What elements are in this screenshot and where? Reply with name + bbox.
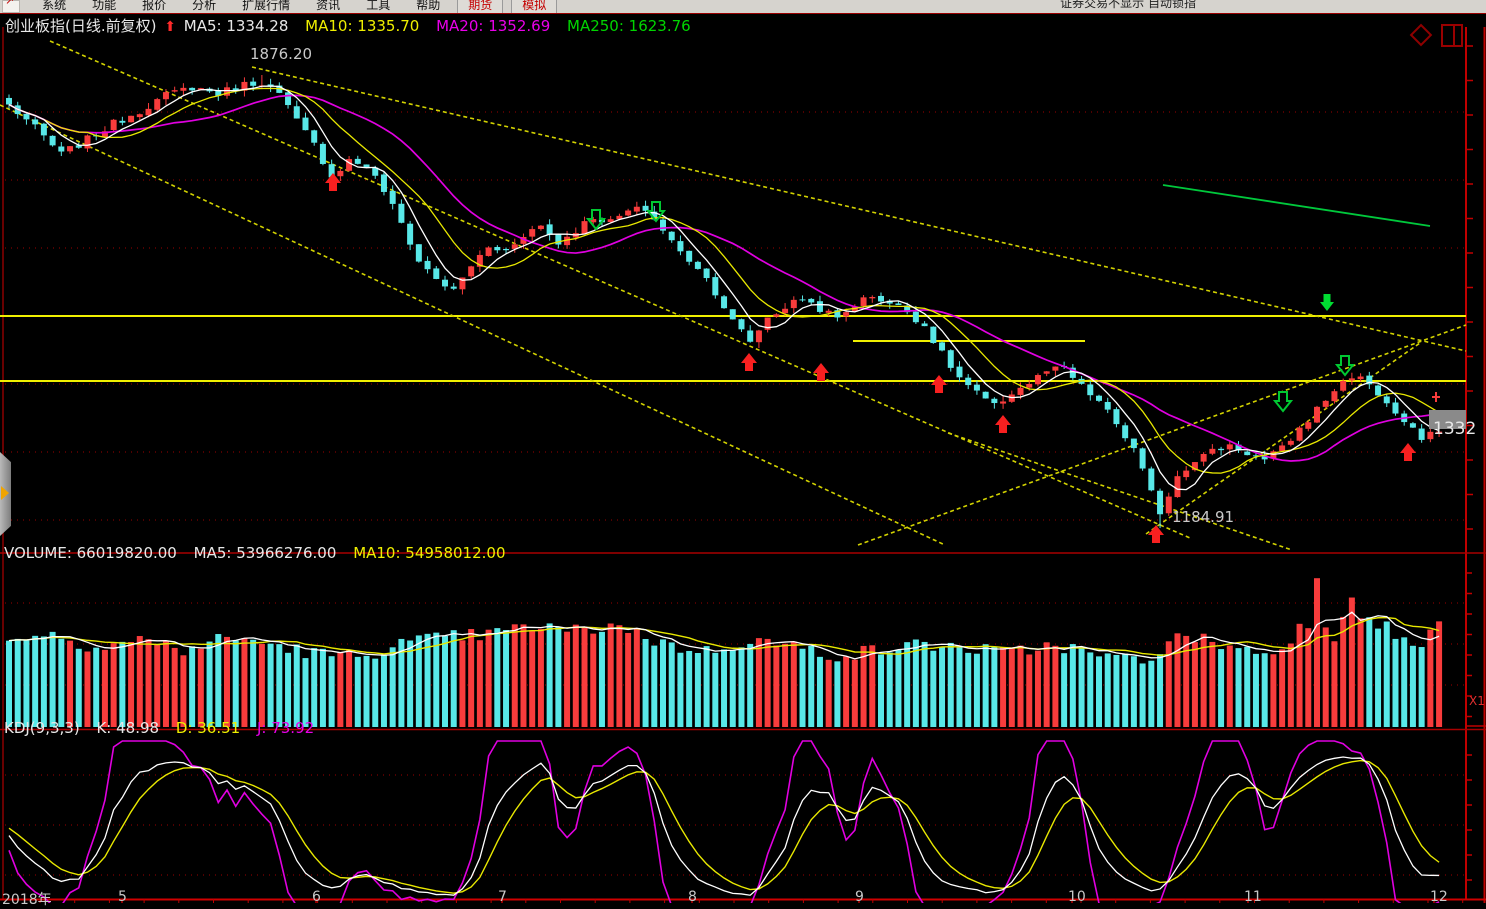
up-arrow-icon: ⬆ xyxy=(164,19,176,35)
down-arrow-solid-icon xyxy=(1320,294,1334,311)
low-price-label: 1184.91 xyxy=(1172,508,1235,526)
x-axis-month-label: 6 xyxy=(312,889,321,905)
menu-item-hot[interactable]: 期货 xyxy=(457,0,504,13)
buy-up-arrow-icon xyxy=(813,363,829,381)
kdj-j-label: J: 73.92 xyxy=(256,719,315,737)
buy-up-arrow-icon xyxy=(741,353,757,371)
buy-up-arrow-icon xyxy=(931,375,947,393)
menu-item[interactable]: 功能 xyxy=(92,0,117,12)
kdj-d-label: D: 36.51 xyxy=(175,719,241,737)
ma250-label: MA250: 1623.76 xyxy=(567,17,691,35)
x-axis-month-label: 10 xyxy=(1068,889,1086,905)
menu-item[interactable]: 资讯 xyxy=(316,0,341,12)
x-axis-month-label: 7 xyxy=(498,889,507,905)
menu-item[interactable]: 工具 xyxy=(366,0,391,12)
buy-up-arrow-icon xyxy=(1400,443,1416,461)
x-axis-month-label: 11 xyxy=(1244,889,1262,905)
x-axis-month-label: 8 xyxy=(688,889,697,905)
sidebar-expand-tab[interactable] xyxy=(0,452,11,536)
menu-items: 系统 功能 报价 分析 扩展行情 资讯 工具 帮助 期货 模拟 xyxy=(29,0,561,13)
kdj-title: KDJ(9,3,3) xyxy=(4,719,80,737)
x-axis-year-label: 2018年 xyxy=(2,892,52,908)
x-axis-month-label: 5 xyxy=(118,889,127,905)
buy-up-arrow-icon xyxy=(325,173,341,191)
menu-item-hot[interactable]: 模拟 xyxy=(511,0,558,13)
buy-up-arrow-icon xyxy=(1148,525,1164,543)
x-axis-month-label: 9 xyxy=(855,889,864,905)
volume-unit-label: X1 xyxy=(1469,694,1485,708)
volume-ma5-label: MA5: 53966276.00 xyxy=(193,544,337,562)
buy-up-arrow-icon xyxy=(995,415,1011,433)
status-text: 证券交易不显示 自动锁指 xyxy=(1060,0,1196,10)
last-price-label: 1332 xyxy=(1433,419,1477,439)
split-window-icon[interactable] xyxy=(1441,24,1463,47)
chart-title: 创业板指(日线.前复权) xyxy=(5,17,157,35)
menu-item[interactable]: 分析 xyxy=(192,0,217,12)
menu-item[interactable]: 报价 xyxy=(142,0,167,12)
sell-down-arrow-icon xyxy=(585,209,607,231)
high-price-label: 1876.20 xyxy=(250,45,313,63)
expand-arrow-icon xyxy=(1,486,9,500)
sell-down-arrow-icon xyxy=(645,201,667,223)
kdj-k-label: K: 48.98 xyxy=(96,719,160,737)
sell-down-arrow-icon xyxy=(1272,391,1294,413)
volume-legend: VOLUME: 66019820.00 MA5: 53966276.00 MA1… xyxy=(4,544,506,562)
sell-down-arrow-icon xyxy=(1334,355,1356,377)
menu-item[interactable]: 帮助 xyxy=(416,0,441,12)
x-axis-month-label: 12 xyxy=(1430,889,1448,905)
candlestick-chart-canvas[interactable] xyxy=(0,13,1486,903)
menu-item[interactable]: 系统 xyxy=(42,0,67,12)
volume-ma10-label: MA10: 54958012.00 xyxy=(353,544,506,562)
ma5-label: MA5: 1334.28 xyxy=(183,17,289,35)
app-logo-icon[interactable] xyxy=(2,0,20,13)
kdj-legend: KDJ(9,3,3) K: 48.98 D: 36.51 J: 73.92 xyxy=(4,719,314,737)
menu-item[interactable]: 扩展行情 xyxy=(242,0,291,12)
ma20-label: MA20: 1352.69 xyxy=(436,17,551,35)
main-chart-legend: 创业板指(日线.前复权) ⬆ MA5: 1334.28 MA10: 1335.7… xyxy=(5,15,691,36)
volume-value-label: VOLUME: 66019820.00 xyxy=(4,544,177,562)
ma10-label: MA10: 1335.70 xyxy=(305,17,420,35)
